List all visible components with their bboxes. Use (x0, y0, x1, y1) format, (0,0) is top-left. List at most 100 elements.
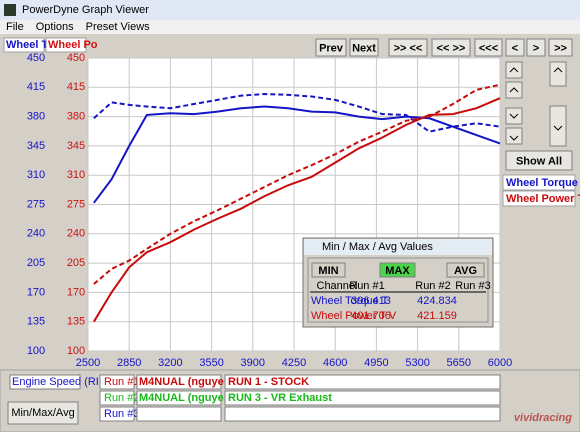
run-file: M4NUAL (nguyen, du (139, 392, 250, 404)
stats-value: 421.159 (417, 310, 457, 322)
toolbar-button-label: >> << (394, 42, 423, 54)
stats-button-label: MAX (385, 265, 410, 277)
show-all-button[interactable] (505, 150, 573, 171)
menu-item[interactable]: File (6, 21, 24, 33)
stats-button-label: MIN (318, 265, 338, 277)
x-tick-label: 6000 (488, 357, 512, 369)
scroll-button[interactable] (505, 127, 523, 145)
y-tick-label: 205 (27, 257, 45, 269)
stats-value: 401.706 (351, 310, 391, 322)
run-note: RUN 3 - VR Exhaust (228, 392, 332, 404)
y-tick-label: 380 (27, 111, 45, 123)
scroll-button[interactable] (505, 61, 523, 79)
stats-button[interactable] (446, 262, 485, 278)
run-label-box (99, 390, 135, 406)
title-bar (0, 0, 580, 20)
run-label: Run #2 (104, 392, 139, 404)
min-max-avg-button[interactable] (7, 401, 79, 425)
stats-button[interactable] (311, 262, 346, 278)
y-tick-label: 100 (67, 345, 85, 357)
toolbar-button[interactable] (548, 38, 573, 57)
popup-title-bar (304, 239, 492, 255)
y-tick-label: 240 (67, 228, 85, 240)
run-note-box (224, 390, 501, 406)
x-channel-box (9, 374, 81, 390)
stats-header: Run #1 (349, 280, 384, 292)
stats-header: Run #2 (415, 280, 450, 292)
y-tick-label: 170 (27, 286, 45, 298)
toolbar-button-label: Prev (319, 42, 344, 54)
stats-header: Channel (317, 280, 358, 292)
run-label: Run #1 (104, 376, 139, 388)
y-tick-label: 275 (27, 198, 45, 210)
y-tick-label: 450 (27, 52, 45, 64)
scroll-button[interactable] (549, 105, 567, 147)
arrow-icon (509, 67, 563, 141)
stats-value: 424.834 (417, 295, 457, 307)
popup-frame (307, 257, 489, 323)
y-tick-label: 415 (67, 81, 85, 93)
x-channel: Engine Speed (RI (12, 376, 99, 388)
scroll-buttons (505, 61, 567, 147)
toolbar-button[interactable] (526, 38, 546, 57)
x-tick-label: 3550 (199, 357, 223, 369)
stats-channel: Wheel Power T V (311, 310, 397, 322)
y-tick-label: 205 (67, 257, 85, 269)
scroll-button[interactable] (505, 107, 523, 125)
y-tick-label: 240 (27, 228, 45, 240)
data-line (93, 83, 501, 285)
toolbar-button[interactable] (349, 38, 379, 57)
scroll-button[interactable] (505, 81, 523, 99)
watermark: vividracing (514, 412, 572, 424)
x-tick-label: 5300 (405, 357, 429, 369)
y-tick-label: 345 (27, 140, 45, 152)
axis-header: Wheel Po (48, 39, 98, 51)
toolbar-button[interactable] (388, 38, 428, 57)
x-tick-label: 3900 (241, 357, 265, 369)
scroll-button[interactable] (549, 61, 567, 87)
x-tick-label: 2850 (117, 357, 141, 369)
axis-header: Wheel Tc (6, 39, 53, 51)
run-file-box (136, 390, 222, 406)
data-line (93, 97, 501, 323)
stats-button[interactable] (379, 262, 416, 278)
toolbar-button[interactable] (315, 38, 347, 57)
y-tick-label: 450 (67, 52, 85, 64)
app-icon (4, 4, 16, 16)
x-tick-label: 3200 (158, 357, 182, 369)
toolbar-button-label: << >> (437, 42, 466, 54)
y-tick-label: 310 (67, 169, 85, 181)
menu-bar (0, 20, 580, 34)
toolbar-button-label: >> (554, 42, 567, 54)
menu-item[interactable]: Options (36, 21, 74, 33)
toolbar-button-label: Next (352, 42, 376, 54)
menu-item[interactable]: Preset Views (86, 21, 150, 33)
run-label: Run #3 (104, 408, 139, 420)
axis-header-box (45, 37, 87, 53)
run-label-box (99, 374, 135, 390)
y-tick-label: 415 (27, 81, 45, 93)
y-tick-label: 310 (27, 169, 45, 181)
toolbar-button[interactable] (474, 38, 503, 57)
y-tick-label: 275 (67, 198, 85, 210)
x-tick-label: 2500 (76, 357, 100, 369)
show-all-button-label: Show All (516, 155, 562, 167)
window-title: PowerDyne Graph Viewer (22, 4, 149, 16)
toolbar-button-label: > (533, 42, 539, 54)
y-tick-label: 135 (27, 316, 45, 328)
toolbar-button-label: < (512, 42, 518, 54)
min-max-avg-label: Min/Max/Avg (11, 407, 74, 419)
x-tick-label: 5650 (447, 357, 471, 369)
legend-entry: Wheel Torque T (506, 177, 580, 189)
data-line (93, 92, 501, 133)
run-file: M4NUAL (nguyen, du (139, 376, 250, 388)
popup-title: Min / Max / Avg Values (322, 241, 433, 253)
data-line (93, 105, 501, 204)
y-tick-label: 345 (67, 140, 85, 152)
legend-box (502, 174, 576, 191)
toolbar-button[interactable] (505, 38, 525, 57)
toolbar-button[interactable] (431, 38, 471, 57)
y-tick-label: 135 (67, 316, 85, 328)
x-tick-label: 4950 (364, 357, 388, 369)
